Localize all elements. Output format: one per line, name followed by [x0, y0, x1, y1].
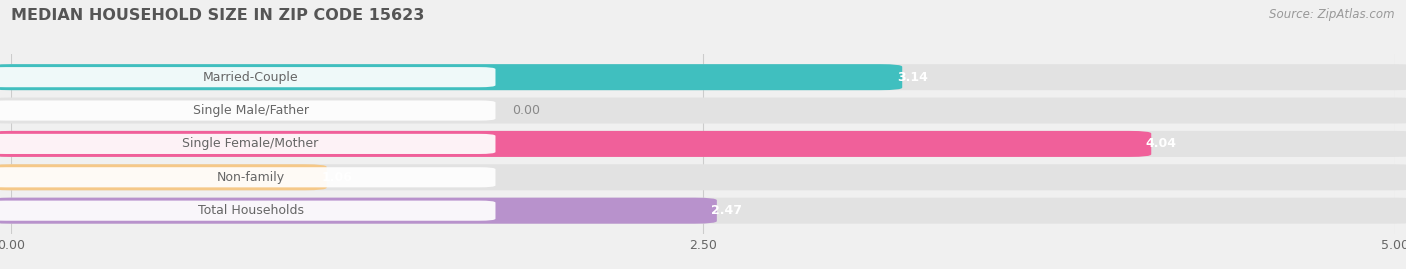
FancyBboxPatch shape — [0, 100, 495, 121]
FancyBboxPatch shape — [0, 164, 1406, 190]
FancyBboxPatch shape — [0, 198, 717, 224]
FancyBboxPatch shape — [0, 67, 495, 87]
FancyBboxPatch shape — [0, 134, 495, 154]
Text: 1.06: 1.06 — [321, 171, 352, 184]
Text: 4.04: 4.04 — [1146, 137, 1177, 150]
Text: Single Male/Father: Single Male/Father — [193, 104, 308, 117]
Text: 2.47: 2.47 — [711, 204, 742, 217]
Text: Married-Couple: Married-Couple — [202, 71, 298, 84]
Text: MEDIAN HOUSEHOLD SIZE IN ZIP CODE 15623: MEDIAN HOUSEHOLD SIZE IN ZIP CODE 15623 — [11, 8, 425, 23]
Text: Total Households: Total Households — [198, 204, 304, 217]
Text: Single Female/Mother: Single Female/Mother — [183, 137, 319, 150]
Text: 0.00: 0.00 — [512, 104, 540, 117]
FancyBboxPatch shape — [0, 131, 1406, 157]
FancyBboxPatch shape — [0, 164, 326, 190]
Text: Source: ZipAtlas.com: Source: ZipAtlas.com — [1270, 8, 1395, 21]
FancyBboxPatch shape — [0, 167, 495, 187]
FancyBboxPatch shape — [0, 98, 1406, 123]
Text: Non-family: Non-family — [217, 171, 284, 184]
FancyBboxPatch shape — [0, 64, 903, 90]
FancyBboxPatch shape — [0, 201, 495, 221]
FancyBboxPatch shape — [0, 131, 1152, 157]
FancyBboxPatch shape — [0, 64, 1406, 90]
FancyBboxPatch shape — [0, 198, 1406, 224]
Text: 3.14: 3.14 — [897, 71, 928, 84]
